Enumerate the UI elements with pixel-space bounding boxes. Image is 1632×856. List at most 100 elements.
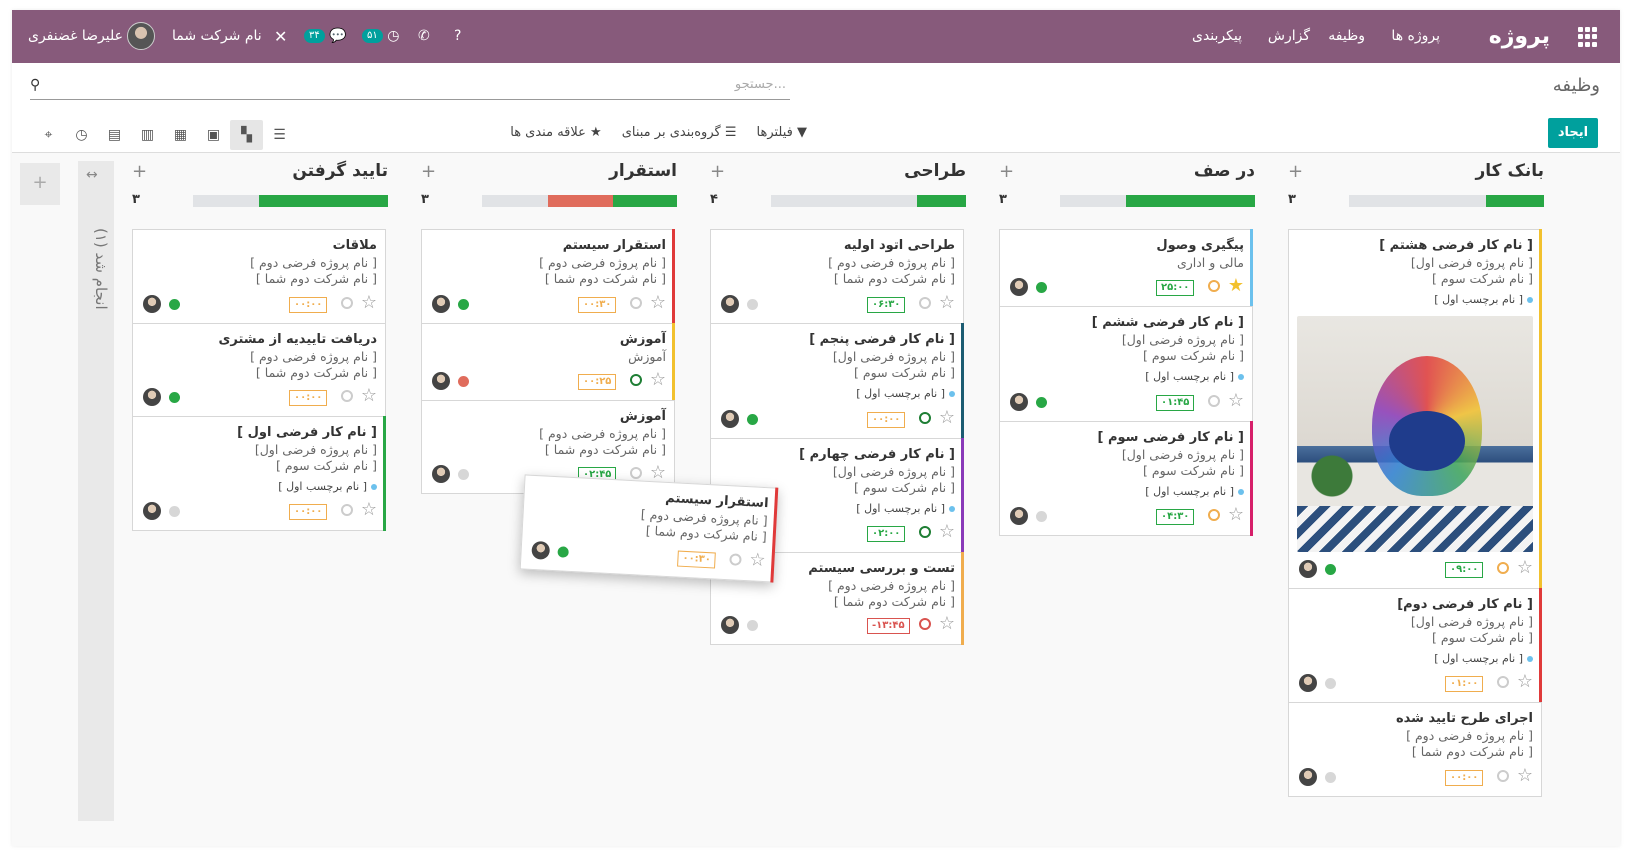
- column-title[interactable]: در صف: [1193, 161, 1255, 181]
- priority-star-icon[interactable]: ☆: [1516, 671, 1533, 692]
- activity-clock-icon[interactable]: [1497, 562, 1509, 574]
- activity-clock-icon[interactable]: [1208, 509, 1220, 521]
- progress-segment[interactable]: [771, 195, 918, 207]
- list-view-icon[interactable]: ☰: [273, 127, 286, 143]
- priority-star-icon[interactable]: ☆: [1227, 390, 1244, 411]
- priority-star-icon[interactable]: ☆: [938, 407, 955, 428]
- assignee-avatar[interactable]: [721, 616, 739, 634]
- messages-menu[interactable]: ۳۴ 💬: [304, 10, 347, 63]
- kanban-state-dot[interactable]: [458, 299, 469, 310]
- task-card[interactable]: دریافت تاییدیه از مشتری [ نام پروژه فرضی …: [132, 323, 386, 417]
- add-column-button[interactable]: +: [20, 163, 60, 205]
- activity-clock-icon[interactable]: [919, 526, 931, 538]
- kanban-state-dot[interactable]: [747, 299, 758, 310]
- activity-clock-icon[interactable]: [630, 467, 642, 479]
- column-title[interactable]: استقرار: [609, 161, 677, 181]
- progress-segment[interactable]: [917, 195, 966, 207]
- kanban-state-dot[interactable]: [1325, 772, 1336, 783]
- assignee-avatar[interactable]: [721, 295, 739, 313]
- kanban-state-dot[interactable]: [1036, 397, 1047, 408]
- task-card[interactable]: [ نام کار فرضی دوم] [ نام پروژه فرضی اول]…: [1288, 588, 1542, 703]
- groupby-button[interactable]: ☰ گروه‌بندی بر مبنای: [621, 125, 737, 140]
- priority-star-icon[interactable]: ☆: [649, 462, 666, 483]
- task-card[interactable]: طراحی اتود اولیه [ نام پروژه فرضی دوم ][ …: [710, 229, 964, 324]
- priority-star-icon[interactable]: ☆: [748, 549, 767, 572]
- kanban-state-dot[interactable]: [1036, 282, 1047, 293]
- assignee-avatar[interactable]: [1010, 278, 1028, 296]
- task-card[interactable]: اجرای طرح تایید شده [ نام پروژه فرضی دوم …: [1288, 702, 1542, 797]
- folded-column-done[interactable]: ↔ انجام شد (۱): [78, 161, 114, 821]
- column-title[interactable]: بانک کار: [1475, 161, 1544, 181]
- kanban-state-dot[interactable]: [557, 546, 569, 558]
- activity-clock-icon[interactable]: [341, 504, 353, 516]
- expand-icon[interactable]: ↔: [86, 167, 98, 183]
- create-button[interactable]: ایجاد: [1548, 118, 1598, 148]
- priority-star-icon[interactable]: ☆: [938, 292, 955, 313]
- activity-clock-icon[interactable]: [729, 553, 742, 566]
- kanban-state-dot[interactable]: [458, 376, 469, 387]
- quick-create-button[interactable]: +: [132, 161, 148, 182]
- progress-bar[interactable]: [1349, 195, 1544, 207]
- tools-icon[interactable]: ✕: [274, 27, 288, 46]
- map-view-icon[interactable]: ⌖: [44, 127, 53, 143]
- app-brand[interactable]: پروژه: [1488, 24, 1550, 49]
- progress-bar[interactable]: [482, 195, 677, 207]
- gantt-view-icon[interactable]: ▤: [107, 127, 122, 143]
- priority-star-icon[interactable]: ☆: [649, 369, 666, 390]
- priority-star-icon[interactable]: ☆: [938, 613, 955, 634]
- quick-create-button[interactable]: +: [710, 161, 726, 182]
- task-card[interactable]: [ نام کار فرضی پنجم ] [ نام پروژه فرضی او…: [710, 323, 964, 439]
- kanban-state-dot[interactable]: [169, 392, 180, 403]
- assignee-avatar[interactable]: [143, 502, 161, 520]
- task-card[interactable]: استقرار سیستم [ نام پروژه فرضی دوم ][ نام…: [421, 229, 675, 324]
- priority-star-icon[interactable]: ☆: [938, 521, 955, 542]
- kanban-view-icon[interactable]: ▚: [230, 120, 263, 150]
- task-card[interactable]: تست و بررسی سیستم [ نام پروژه فرضی دوم ][…: [710, 552, 964, 645]
- activity-clock-icon[interactable]: [919, 618, 931, 630]
- activity-clock-icon[interactable]: [1497, 676, 1509, 688]
- kanban-state-dot[interactable]: [1325, 564, 1336, 575]
- favorites-button[interactable]: ★ علاقه مندی ها: [510, 125, 602, 140]
- column-title[interactable]: تایید گرفتن: [292, 161, 388, 181]
- progress-segment[interactable]: [612, 195, 677, 207]
- assignee-avatar[interactable]: [721, 410, 739, 428]
- priority-star-icon[interactable]: ☆: [360, 292, 377, 313]
- activity-clock-icon[interactable]: [1208, 395, 1220, 407]
- task-card[interactable]: [ نام کار فرضی هشتم ] [ نام پروژه فرضی او…: [1288, 229, 1542, 589]
- assignee-avatar[interactable]: [432, 465, 450, 483]
- filters-button[interactable]: ▼ فیلترها: [756, 125, 808, 140]
- progress-bar[interactable]: [771, 195, 966, 207]
- activity-view-icon[interactable]: ◷: [75, 127, 88, 143]
- kanban-state-dot[interactable]: [169, 506, 180, 517]
- assignee-avatar[interactable]: [143, 295, 161, 313]
- task-card[interactable]: [ نام کار فرضی اول ] [ نام پروژه فرضی اول…: [132, 416, 386, 531]
- priority-star-icon[interactable]: ☆: [360, 385, 377, 406]
- menu-reporting[interactable]: گزارش: [1267, 28, 1310, 44]
- activities-menu[interactable]: ۵۱ ◷: [362, 10, 399, 63]
- activity-clock-icon[interactable]: [919, 297, 931, 309]
- quick-create-button[interactable]: +: [1288, 161, 1304, 182]
- task-card[interactable]: آموزش آموزش ۰۰:۲۵ ☆: [421, 323, 675, 401]
- task-card[interactable]: آموزش [ نام پروژه فرضی دوم ][ نام شرکت دو…: [421, 400, 675, 494]
- kanban-state-dot[interactable]: [747, 620, 758, 631]
- progress-segment[interactable]: [193, 195, 260, 207]
- kanban-state-dot[interactable]: [747, 414, 758, 425]
- assignee-avatar[interactable]: [1010, 507, 1028, 525]
- kanban-state-dot[interactable]: [458, 469, 469, 480]
- assignee-avatar[interactable]: [432, 295, 450, 313]
- kanban-state-dot[interactable]: [1036, 511, 1047, 522]
- task-card[interactable]: پیگیری وصول مالی و اداری ۲۵:۰۰ ★: [999, 229, 1253, 307]
- quick-create-button[interactable]: +: [999, 161, 1015, 182]
- assignee-avatar[interactable]: [1299, 560, 1317, 578]
- priority-star-icon[interactable]: ☆: [1516, 557, 1533, 578]
- activity-clock-icon[interactable]: [1208, 280, 1220, 292]
- activity-clock-icon[interactable]: [1497, 770, 1509, 782]
- priority-star-icon[interactable]: ☆: [360, 499, 377, 520]
- assignee-avatar[interactable]: [531, 540, 551, 560]
- progress-segment[interactable]: [482, 195, 549, 207]
- dragged-task-card[interactable]: استقرار سیستم[ نام پروژه فرضی دوم ][ نام…: [519, 474, 779, 583]
- graph-view-icon[interactable]: ▥: [140, 127, 155, 143]
- help-icon[interactable]: ?: [454, 28, 462, 44]
- phone-icon[interactable]: ✆: [418, 28, 430, 44]
- column-title[interactable]: طراحی: [904, 161, 966, 181]
